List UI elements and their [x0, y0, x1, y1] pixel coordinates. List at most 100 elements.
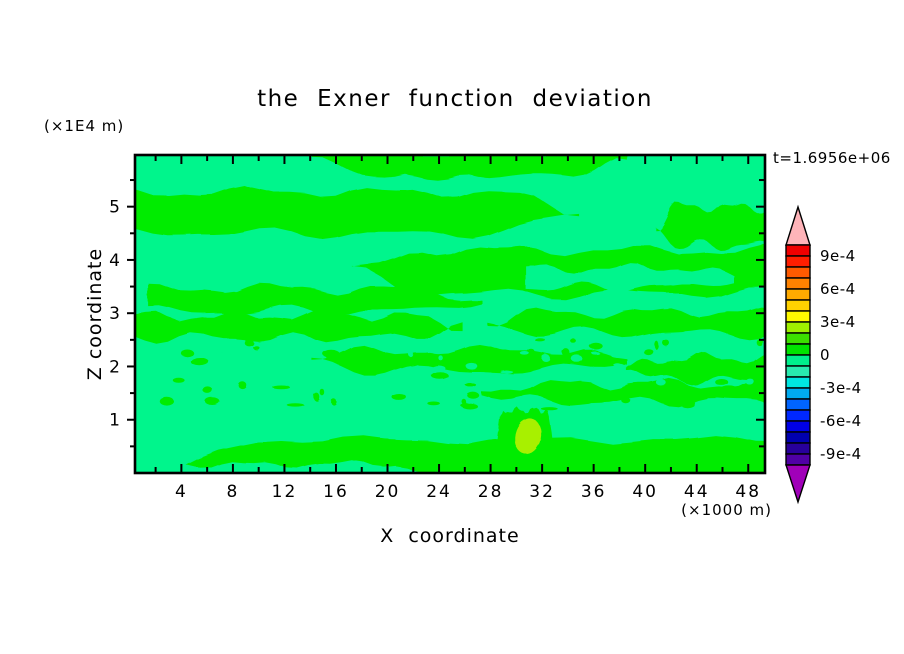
speckle — [740, 386, 758, 395]
speckle — [323, 350, 341, 359]
x-axis-tick-label: 48 — [735, 482, 761, 502]
x-axis-units-label: (×1000 m) — [681, 501, 772, 519]
contour-band — [135, 309, 463, 344]
colorbar-segment — [785, 299, 811, 312]
colorbar-tick-label: 3e-4 — [820, 313, 856, 331]
speckle — [331, 398, 337, 406]
colorbar-segment — [785, 277, 811, 290]
contour-band — [311, 155, 627, 181]
speckle — [613, 363, 622, 367]
colorbar-segment — [785, 332, 811, 345]
speckle — [244, 339, 254, 346]
plot-frame — [133, 153, 767, 475]
colorbar-tick-label: -3e-4 — [820, 379, 862, 397]
contour-band — [626, 352, 765, 386]
x-axis-tick-label: 40 — [632, 482, 658, 502]
speckle — [714, 378, 728, 385]
speckle — [320, 389, 325, 396]
y-axis-tick-label: 1 — [109, 411, 122, 431]
speckle — [430, 364, 445, 371]
x-axis-tick-label: 12 — [272, 482, 298, 502]
colorbar-segment — [785, 343, 811, 356]
speckle — [562, 349, 571, 358]
speckle — [656, 379, 667, 387]
colorbar-segment — [785, 398, 811, 411]
colorbar-segment — [785, 244, 811, 257]
speckle — [181, 350, 195, 358]
colorbar-over-arrow — [785, 204, 811, 246]
x-axis-tick-label: 4 — [175, 482, 188, 502]
y-axis-units-label: (×1E4 m) — [44, 117, 125, 135]
contour-band — [157, 435, 765, 473]
speckle — [159, 397, 174, 406]
colorbar-segment — [785, 255, 811, 268]
speckle — [191, 358, 210, 367]
speckle — [391, 393, 406, 400]
speckle — [589, 342, 603, 350]
colorbar-tick-label: -6e-4 — [820, 412, 862, 430]
speckle — [534, 337, 545, 342]
speckle — [238, 381, 247, 389]
colorbar-segment — [785, 387, 811, 400]
x-axis-tick-label: 44 — [684, 482, 710, 502]
contour-band — [487, 307, 765, 340]
speckle — [285, 402, 303, 406]
axis-ticks — [127, 156, 764, 472]
speckle — [744, 377, 754, 384]
speckle — [459, 402, 471, 407]
contour-band — [135, 460, 450, 473]
colorbar-tick-label: -9e-4 — [820, 445, 862, 463]
speckle — [430, 371, 448, 379]
speckle — [661, 338, 669, 346]
timestamp-label: t=1.6956e+06 — [773, 149, 891, 167]
contour-band — [525, 262, 734, 293]
speckle — [621, 397, 631, 404]
colorbar-segment — [785, 321, 811, 334]
speckle — [313, 393, 320, 402]
speckle — [437, 354, 442, 360]
speckle — [653, 340, 658, 349]
speckle — [205, 397, 220, 406]
speckle — [583, 371, 596, 378]
field-region — [135, 155, 765, 473]
colorbar-segment — [785, 376, 811, 389]
speckle — [465, 383, 477, 388]
colorbar-segment — [785, 365, 811, 378]
speckle — [206, 346, 220, 351]
x-axis-tick-label: 20 — [375, 482, 401, 502]
speckle — [467, 392, 480, 399]
contour-band — [147, 282, 482, 317]
speckle — [571, 354, 583, 363]
colorbar-segment — [785, 442, 811, 455]
colorbar-segment — [785, 288, 811, 301]
colorbar-tick-label: 0 — [820, 346, 830, 364]
x-axis-tick-label: 36 — [581, 482, 607, 502]
speckle — [421, 352, 437, 362]
speckle — [570, 338, 576, 343]
contour-band — [654, 202, 765, 251]
colorbar-segment — [785, 310, 811, 323]
speckle — [527, 349, 536, 357]
speckle — [272, 385, 290, 390]
speckle — [679, 399, 695, 408]
speckle — [540, 406, 558, 410]
contour-band — [135, 185, 580, 239]
speckle — [297, 371, 312, 377]
x-axis-tick-label: 16 — [323, 482, 349, 502]
colorbar-segment — [785, 266, 811, 279]
speckle — [487, 348, 499, 354]
speckle — [202, 386, 213, 394]
colorbar-segment — [785, 453, 811, 466]
contour-band — [481, 377, 765, 408]
speckle — [408, 350, 414, 358]
speckle — [466, 363, 478, 370]
local-max-blob — [514, 418, 542, 455]
speckle — [466, 357, 478, 362]
speckle — [720, 384, 736, 390]
speckle — [172, 377, 185, 383]
speckle — [326, 370, 341, 373]
y-axis-tick-label: 3 — [109, 304, 122, 324]
speckle — [252, 345, 259, 350]
x-axis-tick-label: 8 — [227, 482, 240, 502]
x-axis-tick-label: 28 — [478, 482, 504, 502]
